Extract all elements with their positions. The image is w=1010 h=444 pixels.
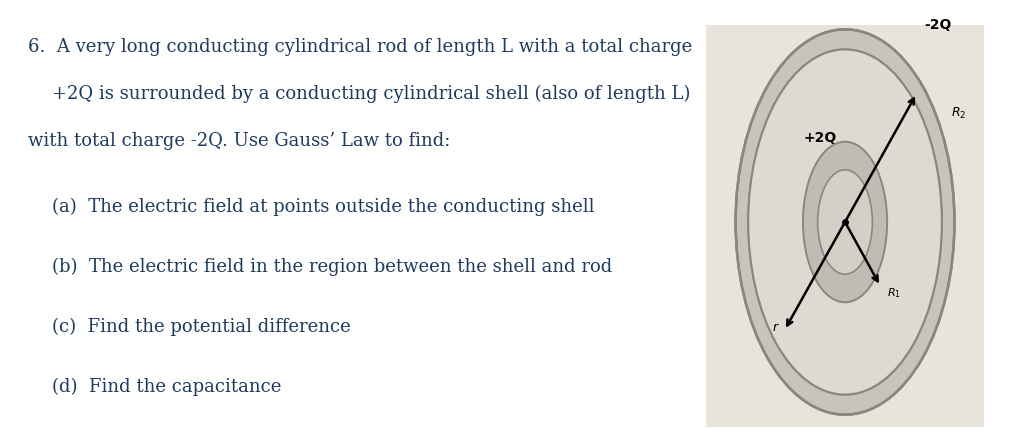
- Ellipse shape: [803, 142, 887, 302]
- Text: (c)  Find the potential difference: (c) Find the potential difference: [52, 318, 350, 336]
- Text: with total charge -2Q. Use Gauss’ Law to find:: with total charge -2Q. Use Gauss’ Law to…: [28, 132, 450, 150]
- Text: $R_1$: $R_1$: [887, 286, 901, 300]
- Text: +2Q is surrounded by a conducting cylindrical shell (also of length L): +2Q is surrounded by a conducting cylind…: [52, 85, 691, 103]
- Text: +2Q: +2Q: [803, 131, 836, 145]
- Text: 6.  A very long conducting cylindrical rod of length L with a total charge: 6. A very long conducting cylindrical ro…: [28, 38, 692, 56]
- Ellipse shape: [748, 49, 941, 395]
- Ellipse shape: [748, 49, 941, 395]
- Text: (d)  Find the capacitance: (d) Find the capacitance: [52, 378, 282, 396]
- Text: (b)  The electric field in the region between the shell and rod: (b) The electric field in the region bet…: [52, 258, 612, 276]
- FancyBboxPatch shape: [706, 25, 984, 427]
- Ellipse shape: [818, 170, 873, 274]
- Ellipse shape: [735, 29, 954, 415]
- Text: $R_2$: $R_2$: [951, 106, 967, 121]
- Text: (a)  The electric field at points outside the conducting shell: (a) The electric field at points outside…: [52, 198, 595, 216]
- Text: $r$: $r$: [772, 321, 780, 334]
- Text: -2Q: -2Q: [924, 18, 951, 32]
